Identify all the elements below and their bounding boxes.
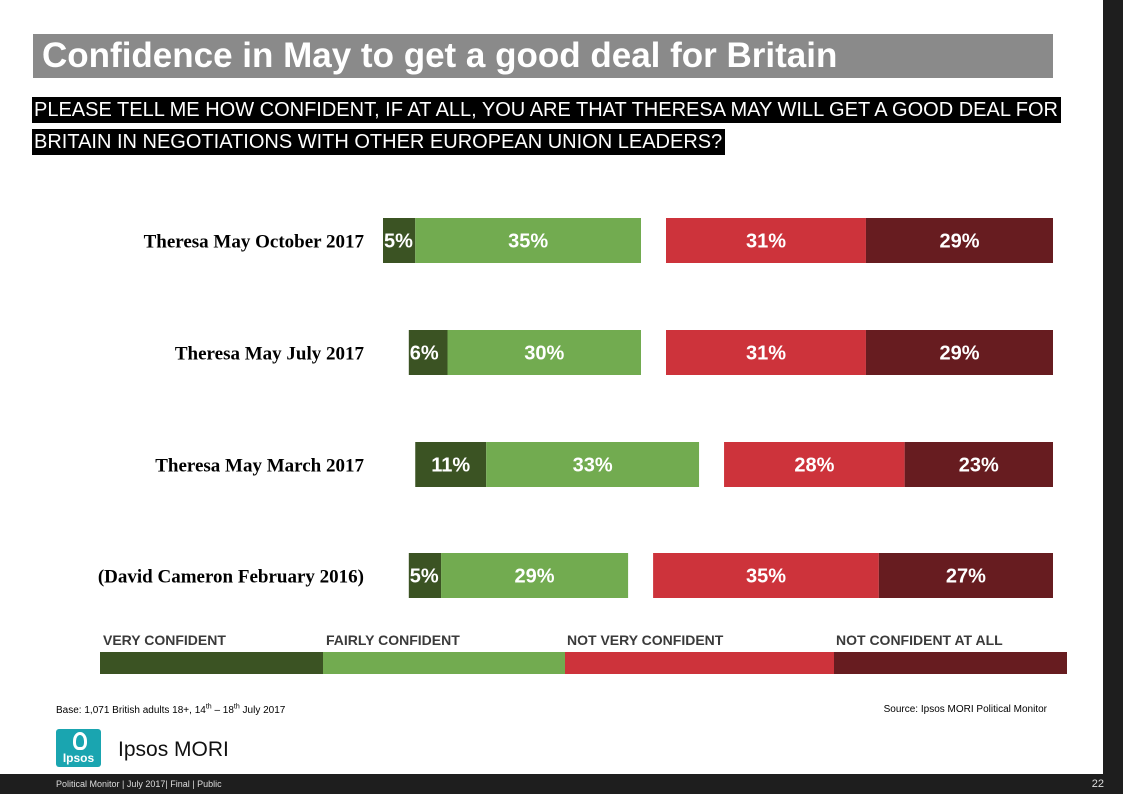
ipsos-logo-icon: Ipsos xyxy=(56,729,101,767)
legend-swatch xyxy=(323,652,565,674)
stacked-bar-chart: Theresa May October 2017 5% 35% 31% 29% There… xyxy=(98,218,1067,674)
row-label: (David Cameron February 2016) xyxy=(98,567,364,588)
page-number: 22 xyxy=(1091,778,1104,790)
legend-label: VERY CONFIDENT xyxy=(103,632,226,648)
legend-swatch xyxy=(834,652,1067,674)
data-label: 29% xyxy=(515,566,555,588)
bar-segment xyxy=(447,330,641,375)
data-label: 31% xyxy=(746,343,786,365)
data-label: 6% xyxy=(410,343,439,365)
legend-label: NOT CONFIDENT AT ALL xyxy=(836,632,1003,648)
data-label: 29% xyxy=(939,343,979,365)
data-label: 33% xyxy=(573,455,613,477)
logo-shape xyxy=(73,732,87,750)
bar-segment xyxy=(383,218,416,263)
bar-segment xyxy=(415,442,487,487)
bar-segment xyxy=(415,218,641,263)
row-label: Theresa May October 2017 xyxy=(144,232,365,253)
row-label: Theresa May July 2017 xyxy=(175,344,365,365)
logo-mark-text: Ipsos xyxy=(62,751,95,765)
bar-segment xyxy=(653,553,879,598)
base-note-text: Base: 1,071 British adults 18+, 14th – 1… xyxy=(56,704,286,717)
data-label: 11% xyxy=(431,455,470,477)
question-line-2: BRITAIN IN NEGOTIATIONS WITH OTHER EUROP… xyxy=(32,129,726,155)
bar-segment xyxy=(408,330,448,375)
source-note: Source: Ipsos MORI Political Monitor xyxy=(883,704,1047,715)
bar-segment xyxy=(441,553,629,598)
data-label: 31% xyxy=(746,231,786,253)
data-label: 30% xyxy=(524,343,564,365)
legend-swatch xyxy=(565,652,834,674)
data-label: 5% xyxy=(384,231,413,253)
legend-swatch xyxy=(100,652,323,674)
bar-segment xyxy=(666,218,866,263)
bar-segment xyxy=(865,330,1053,375)
bar-segment xyxy=(666,330,866,375)
page-title: Confidence in May to get a good deal for… xyxy=(42,36,838,75)
title-bar: Confidence in May to get a good deal for… xyxy=(33,34,1053,78)
footer-text: Political Monitor | July 2017| Final | P… xyxy=(56,779,222,789)
bar-segment xyxy=(904,442,1053,487)
brand-name: Ipsos MORI xyxy=(118,738,229,761)
bar-segment xyxy=(408,553,442,598)
data-label: 27% xyxy=(946,566,986,588)
data-label: 35% xyxy=(746,566,786,588)
bar-segment xyxy=(724,442,905,487)
slide: Confidence in May to get a good deal for… xyxy=(0,0,1103,774)
bar-segment xyxy=(878,553,1053,598)
data-label: 5% xyxy=(410,566,439,588)
legend-label: FAIRLY CONFIDENT xyxy=(326,632,460,648)
data-label: 29% xyxy=(939,231,979,253)
bar-segment xyxy=(486,442,700,487)
bar-segment xyxy=(865,218,1053,263)
data-label: 35% xyxy=(508,231,548,253)
legend-label: NOT VERY CONFIDENT xyxy=(567,632,724,648)
row-label: Theresa May March 2017 xyxy=(155,456,364,477)
data-label: 23% xyxy=(959,455,999,477)
data-label: 28% xyxy=(794,455,834,477)
question-line-1: PLEASE TELL ME HOW CONFIDENT, IF AT ALL,… xyxy=(32,97,1061,123)
base-note: Base: 1,071 British adults 18+, 14th – 1… xyxy=(56,704,285,716)
